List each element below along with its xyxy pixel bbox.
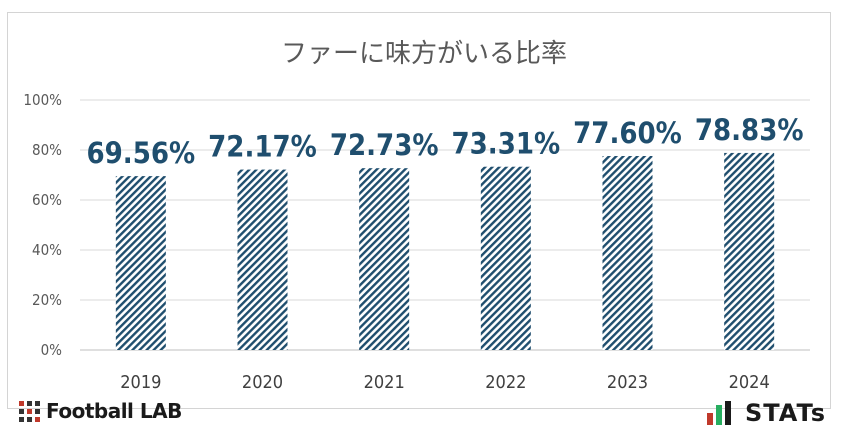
y-tick-label: 80% xyxy=(32,141,62,159)
football-lab-text: Football LAB xyxy=(46,399,182,423)
data-label-2022: 73.31% xyxy=(451,127,560,161)
stats-text: STATs xyxy=(745,399,826,427)
data-label-2019: 69.56% xyxy=(86,136,195,170)
y-tick-label: 20% xyxy=(32,291,62,309)
y-axis-ticks: 0% 20% 40% 60% 80% 100% xyxy=(23,91,62,359)
x-tick-label-2020: 2020 xyxy=(242,372,283,393)
bars xyxy=(115,152,775,350)
stats-logo: STATs xyxy=(707,399,826,427)
x-tick-label-2021: 2021 xyxy=(364,372,405,393)
bar-2024 xyxy=(724,152,775,350)
bar-2021 xyxy=(359,168,410,350)
x-tick-label-2019: 2019 xyxy=(120,372,161,393)
y-tick-label: 40% xyxy=(32,241,62,259)
y-tick-label: 100% xyxy=(23,91,62,109)
y-tick-label: 0% xyxy=(41,341,63,359)
bar-2023 xyxy=(602,156,653,350)
gridlines xyxy=(80,99,810,351)
chart-title: ファーに味方がいる比率 xyxy=(281,39,567,69)
bar-2019 xyxy=(115,176,166,350)
data-label-2020: 72.17% xyxy=(208,130,317,164)
grid-logo-icon xyxy=(19,400,40,422)
x-tick-label-2022: 2022 xyxy=(485,372,526,393)
bar-2020 xyxy=(237,169,288,350)
x-tick-label-2023: 2023 xyxy=(607,372,648,393)
data-label-2024: 78.83% xyxy=(695,113,804,147)
x-tick-label-2024: 2024 xyxy=(729,372,770,393)
data-labels: 69.56% 72.17% 72.73% 73.31% 77.60% 78.83% xyxy=(86,113,803,170)
y-tick-label: 60% xyxy=(32,191,62,209)
data-label-2023: 77.60% xyxy=(573,116,682,150)
stats-bars-icon xyxy=(707,401,732,425)
football-lab-logo: Football LAB xyxy=(19,398,182,424)
bar-2022 xyxy=(480,166,531,350)
x-axis-ticks: 2019 2020 2021 2022 2023 2024 xyxy=(120,372,770,393)
data-label-2021: 72.73% xyxy=(330,128,439,162)
